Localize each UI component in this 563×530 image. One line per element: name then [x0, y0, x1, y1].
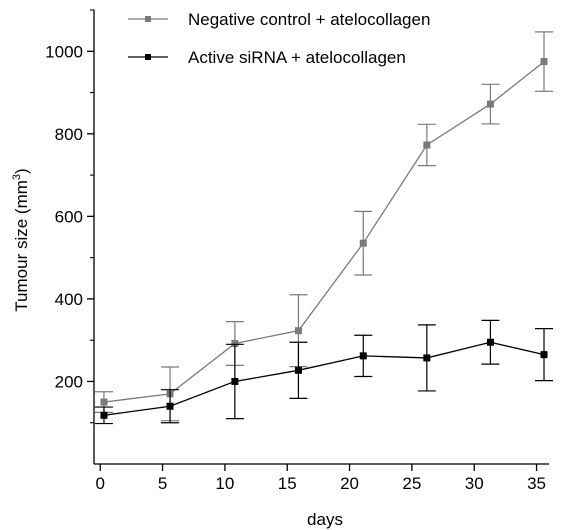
x-axis: 0 5 10 15 20 25 30 35 days: [94, 463, 549, 529]
series-line: [103, 61, 545, 403]
data-point: [486, 100, 494, 108]
series-0: [94, 31, 554, 422]
data-point: [294, 327, 302, 335]
data-point: [359, 352, 367, 360]
x-tick-label: 20: [340, 474, 359, 493]
data-point: [166, 402, 174, 410]
data-point: [294, 366, 302, 374]
y-axis: 200 400 600 800 1000 Tumour size (mm3): [11, 9, 95, 464]
data-point: [100, 411, 108, 419]
series-line: [103, 341, 545, 416]
x-tick-label: 0: [95, 474, 104, 493]
legend-label-negative-control: Negative control + atelocollagen: [188, 10, 430, 29]
y-axis-title-main: Tumour size (mm: [12, 180, 31, 312]
y-ticks: 200 400 600 800 1000: [45, 9, 94, 424]
data-point: [540, 58, 548, 66]
data-point: [231, 339, 239, 347]
legend-label-active-sirna: Active siRNA + atelocollagen: [188, 48, 406, 67]
y-tick-label: 800: [55, 125, 83, 144]
y-tick-label: 1000: [45, 42, 83, 61]
x-tick-label: 35: [527, 474, 546, 493]
y-axis-title-superscript: 3: [11, 174, 23, 180]
y-axis-title: Tumour size (mm3): [11, 168, 31, 311]
legend: Negative control + atelocollagen Active …: [128, 10, 430, 67]
x-tick-label: 15: [278, 474, 297, 493]
x-tick-label: 10: [215, 474, 234, 493]
data-point: [231, 377, 239, 385]
data-point: [540, 351, 548, 359]
data-point: [486, 338, 494, 346]
x-tick-label: 30: [465, 474, 484, 493]
data-point: [423, 354, 431, 362]
x-ticks: 0 5 10 15 20 25 30 35: [95, 464, 546, 493]
x-tick-label: 5: [158, 474, 167, 493]
data-point: [423, 141, 431, 149]
series-1: [94, 319, 554, 425]
y-tick-label: 600: [55, 207, 83, 226]
legend-marker-active-sirna: [145, 54, 151, 60]
y-tick-label: 200: [55, 372, 83, 391]
plot-area: [94, 31, 554, 425]
data-point: [100, 398, 108, 406]
data-point: [359, 239, 367, 247]
x-axis-title: days: [307, 510, 343, 529]
legend-marker-negative-control: [145, 16, 151, 22]
y-axis-title-end: ): [12, 168, 31, 174]
x-tick-label: 25: [402, 474, 421, 493]
y-tick-label: 400: [55, 290, 83, 309]
